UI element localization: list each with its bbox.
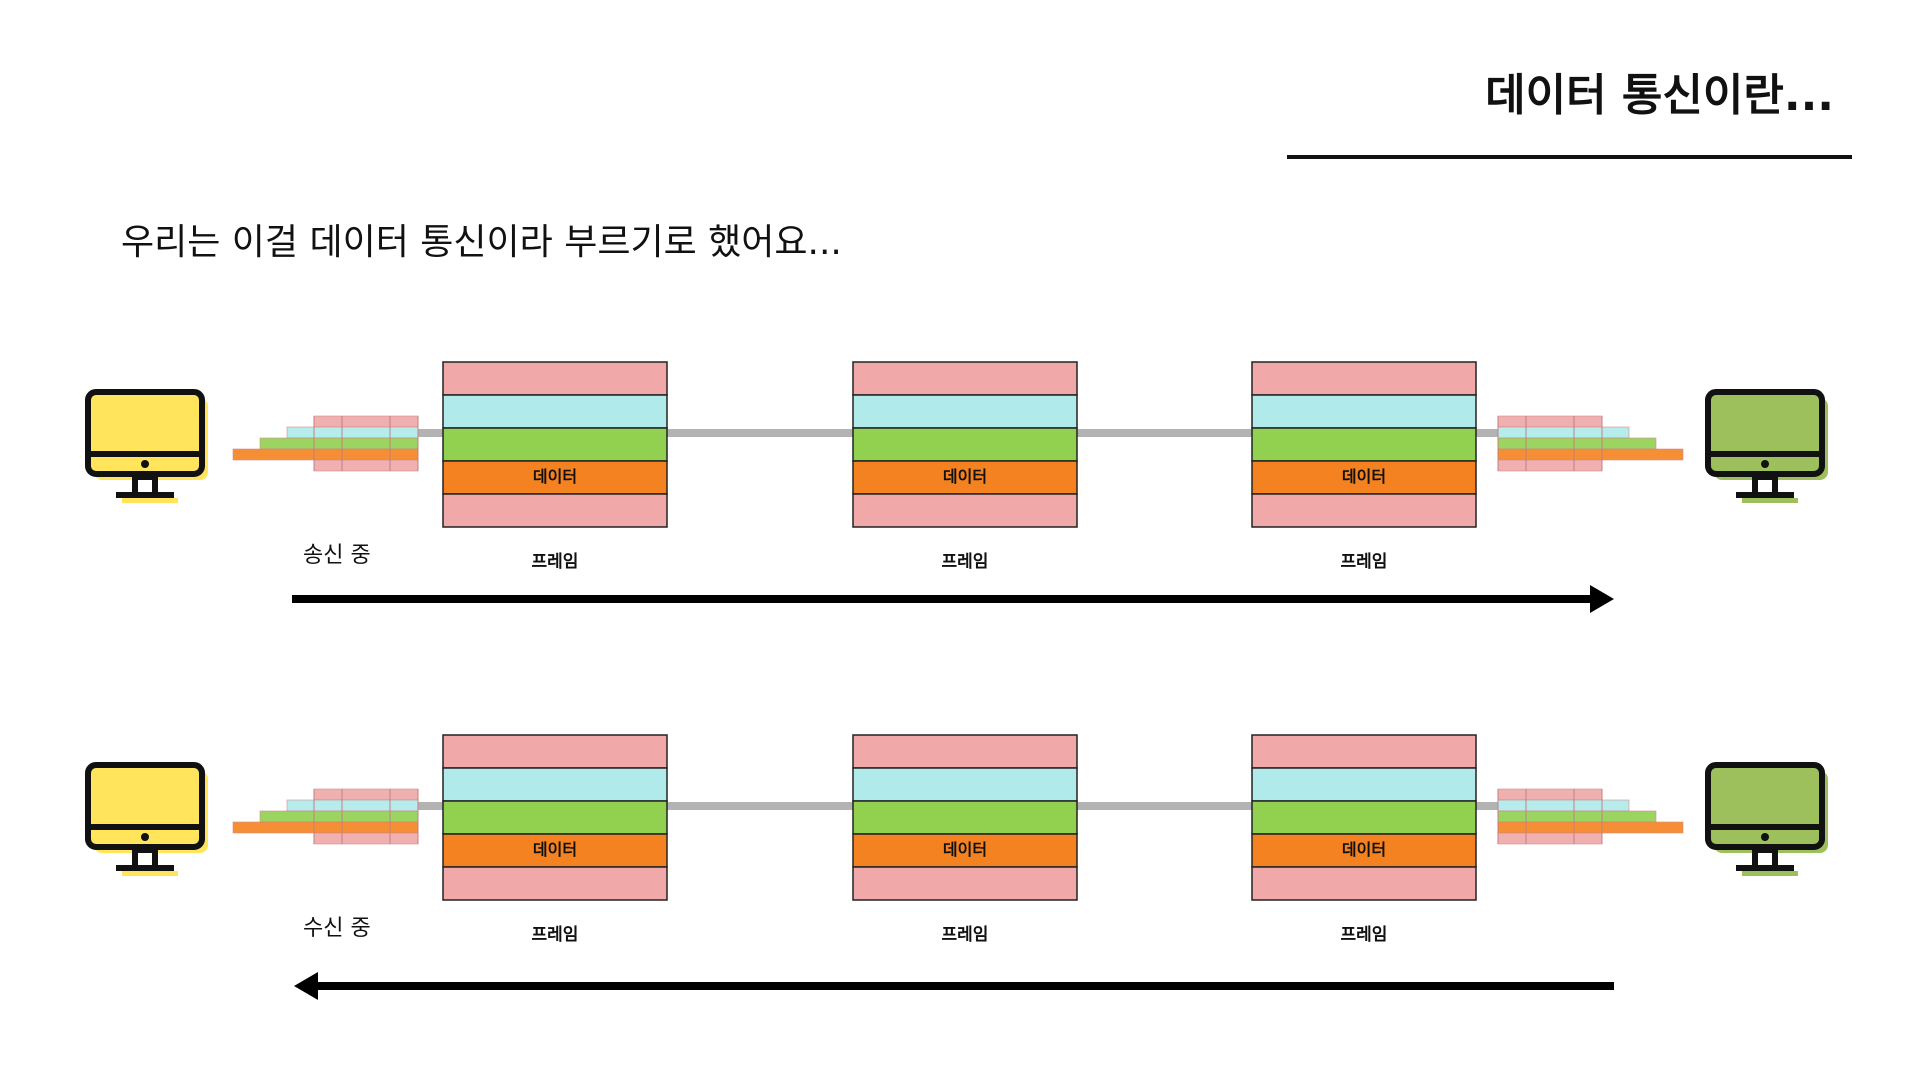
frame-layer [442,800,668,835]
frame-layer [852,493,1078,528]
frame-layer [442,734,668,769]
packet-layer [1497,832,1603,845]
status-label: 송신 중 [303,543,371,568]
frame-layer [1251,866,1477,901]
data-label: 데이터 [1342,467,1386,486]
frame-layer [1251,800,1477,835]
frame-layer [852,460,1078,495]
frame-caption: 프레임 [1341,551,1388,572]
frame-layer [1251,460,1477,495]
frame-layer [852,767,1078,802]
data-label: 데이터 [943,467,987,486]
packet-layer [1497,437,1657,450]
packet-layer [259,810,419,823]
packet-layer [286,799,419,812]
packet-layer [313,459,419,472]
frame-layer [1251,361,1477,396]
monitor-dot [141,833,149,841]
frame-layer [442,460,668,495]
frame-layer [1251,734,1477,769]
stand-shadow [1742,871,1798,876]
data-label: 데이터 [533,840,577,859]
packet-layer [313,788,419,801]
frame-caption: 프레임 [532,551,579,572]
frame-layer [852,361,1078,396]
data-label: 데이터 [1342,840,1386,859]
arrow-head [294,972,318,1000]
status-label: 수신 중 [303,916,371,941]
packet-layer [1497,415,1603,428]
title-underline [1287,155,1852,159]
arrow-shaft [292,595,1592,603]
frame-layer [442,493,668,528]
frame-layer [442,767,668,802]
subtitle: 우리는 이걸 데이터 통신이라 부르기로 했어요... [121,222,842,263]
stand-shadow [1742,498,1798,503]
monitor-dot [1761,833,1769,841]
stand-shadow [122,498,178,503]
frame-caption: 프레임 [942,924,989,945]
arrow-shaft [316,982,1614,990]
packet-layer [1497,810,1657,823]
frame-layer [852,734,1078,769]
frame-layer [1251,394,1477,429]
arrow-head [1590,585,1614,613]
frame-layer [852,800,1078,835]
frame-layer [1251,767,1477,802]
frame-layer [852,394,1078,429]
frame-layer [852,866,1078,901]
packet-layer [313,415,419,428]
frame-layer [442,866,668,901]
frame-layer [852,427,1078,462]
packet-layer [313,832,419,845]
packet-layer [286,426,419,439]
packet-layer [259,437,419,450]
frame-layer [442,394,668,429]
frame-layer [1251,493,1477,528]
packet-layer [1497,799,1630,812]
data-label: 데이터 [533,467,577,486]
stand-shadow [122,871,178,876]
frame-caption: 프레임 [1341,924,1388,945]
monitor-dot [141,460,149,468]
frame-caption: 프레임 [942,551,989,572]
frame-layer [1251,427,1477,462]
packet-layer [1497,426,1630,439]
frame-caption: 프레임 [532,924,579,945]
monitor-dot [1761,460,1769,468]
data-label: 데이터 [943,840,987,859]
slide-title: 데이터 통신이란... [1485,70,1834,121]
frame-layer [442,361,668,396]
packet-layer [1497,788,1603,801]
frame-layer [442,427,668,462]
packet-layer [1497,459,1603,472]
frame-layer [1251,833,1477,868]
